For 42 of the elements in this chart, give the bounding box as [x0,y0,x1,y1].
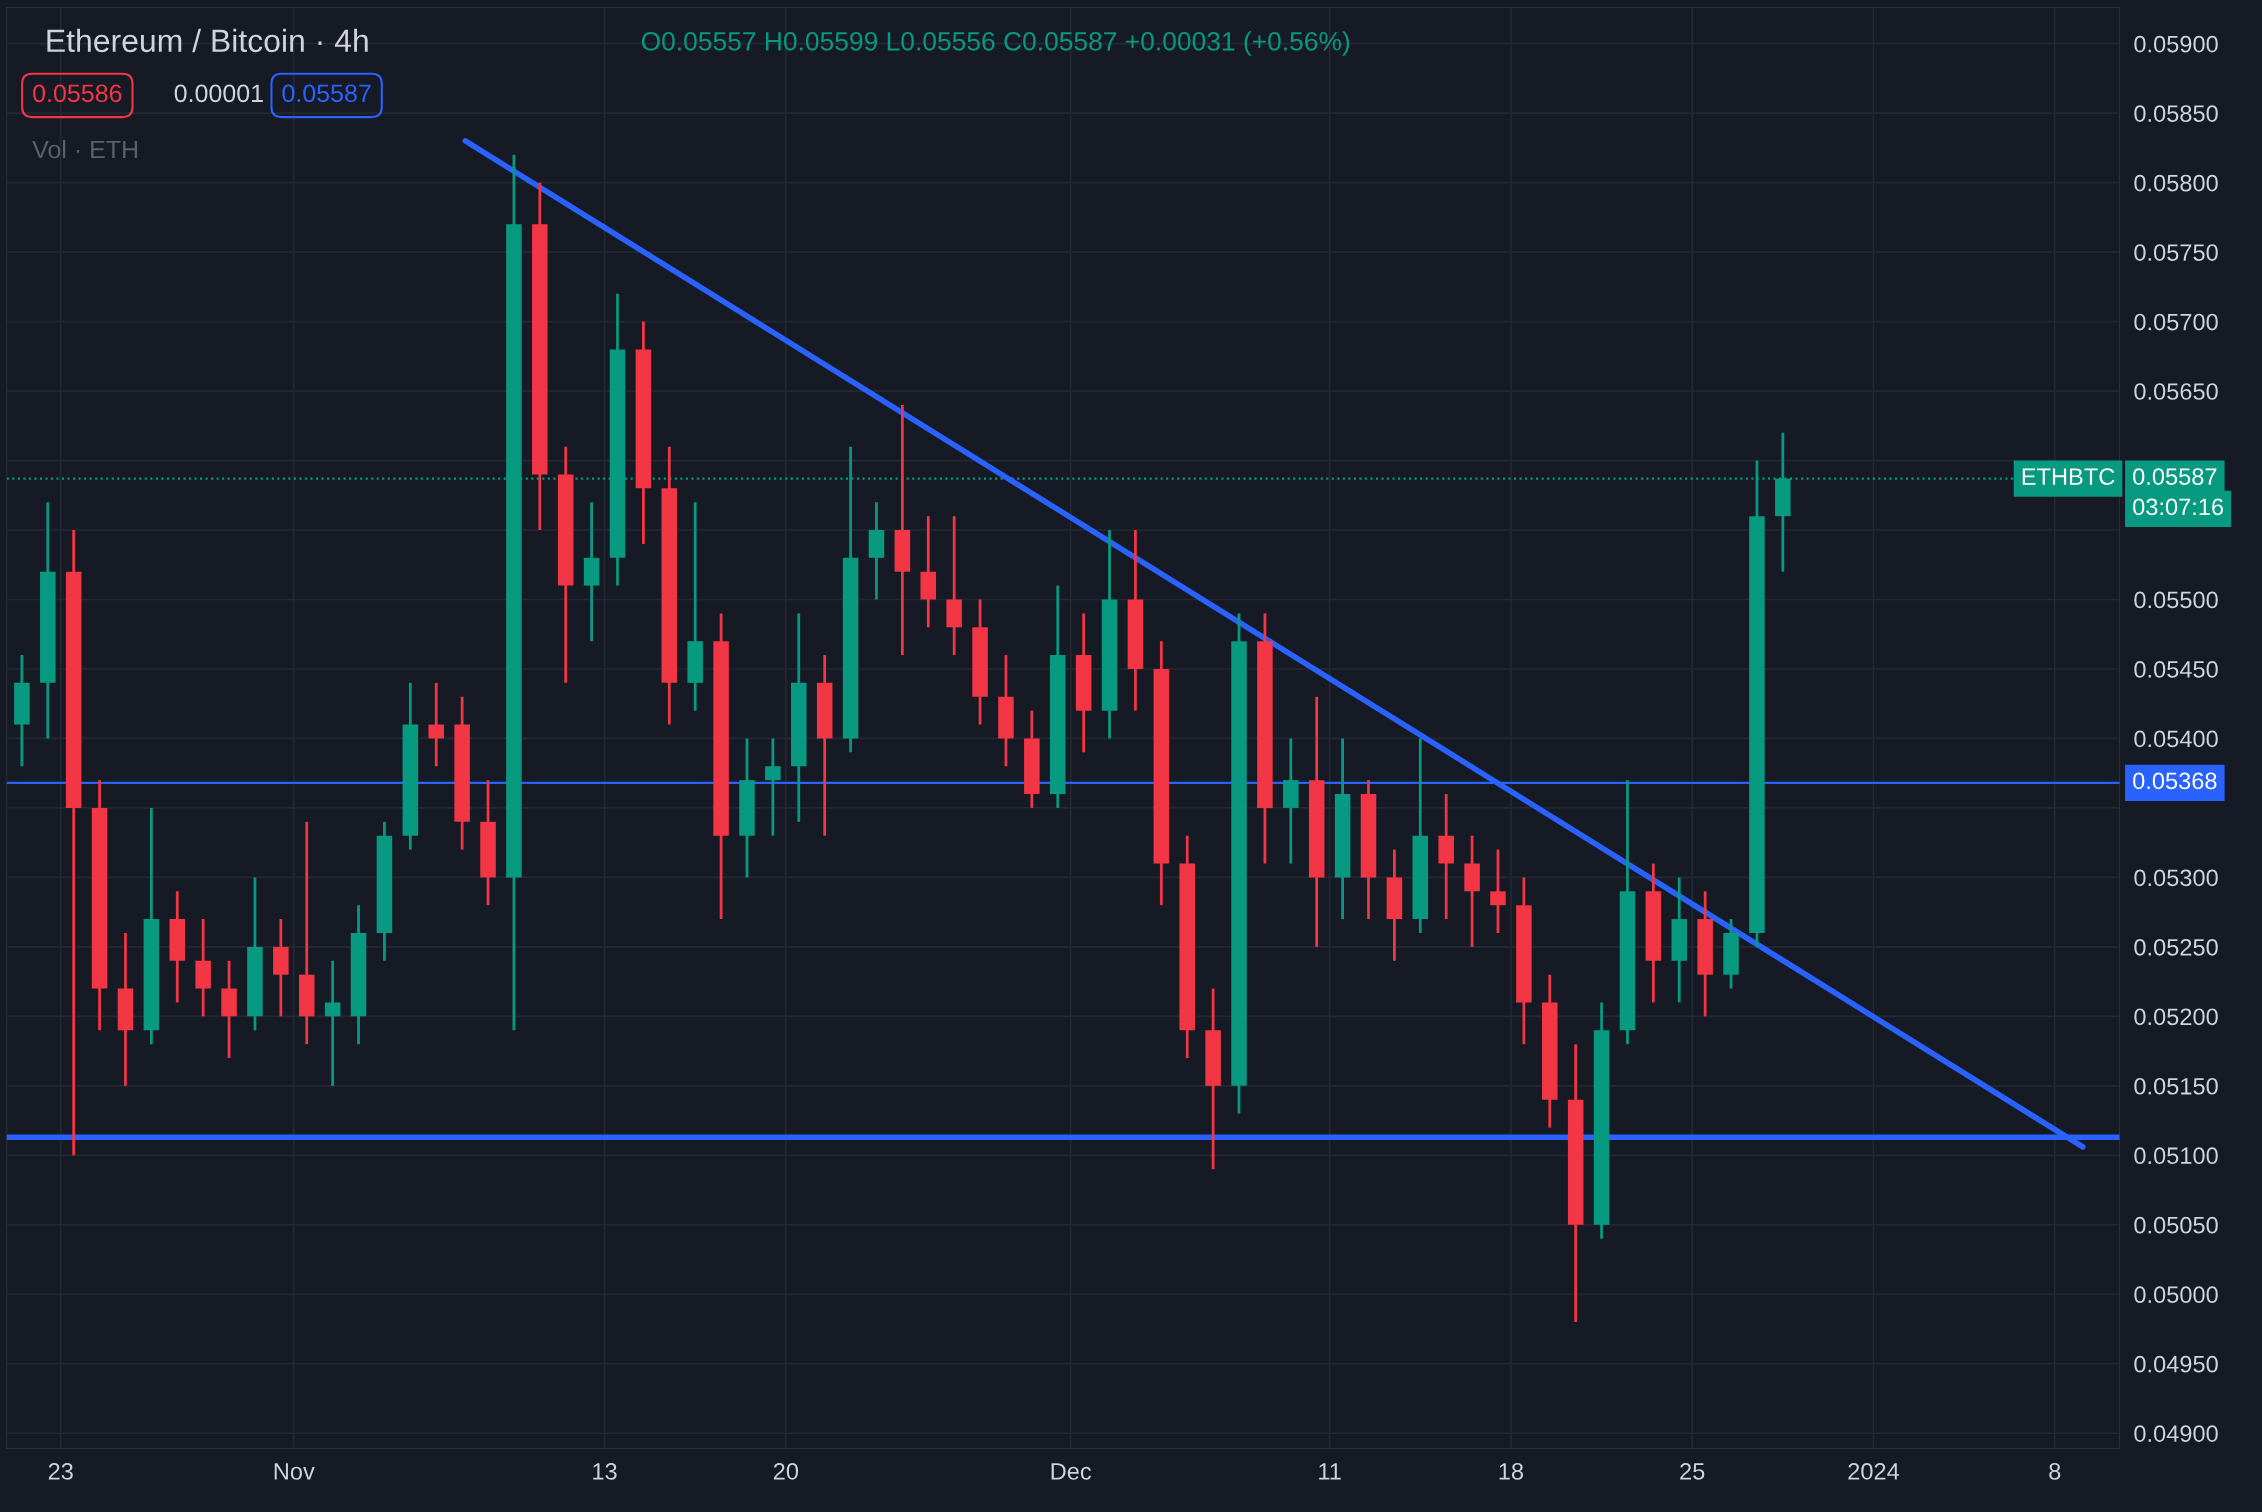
y-tick-label: 0.05450 [2134,661,2218,678]
text: 03:07:16 [2133,498,2224,516]
y-tick-label: 0.05850 [2134,105,2218,122]
annotation: O0.05557 H0.05599 L0.05556 C0.05587 +0.00031 (+0.56%) [641,31,1350,56]
annotation: ETHBTC [2022,468,2115,485]
x-tick-label: 25 [1680,1463,1705,1480]
y-tick-label: 0.05300 [2134,869,2218,887]
y-tick-label: 0.05900 [2134,35,2218,53]
x-tick-label: 2024 [1848,1463,1900,1480]
y-tick-label: 0.05050 [2134,1216,2218,1234]
y-tick-label: 0.05750 [2134,244,2218,261]
y-tick-label: 0.05100 [2134,1147,2218,1165]
ref-line-label: 0.05587 [2133,468,2217,485]
ref-line-label: 0.05368 [2133,772,2217,790]
x-tick-label: 23 [48,1463,73,1480]
x-tick-label: 8 [2049,1463,2061,1480]
y-tick-label: 0.04900 [2134,1425,2218,1442]
y-tick-label: 0.05400 [2134,730,2218,748]
annotation: 0.05587 [282,84,371,103]
y-tick-label: 0.04950 [2134,1355,2218,1373]
x-tick-label: Nov [274,1463,315,1480]
x-tick-label: Dec [1051,1463,1092,1480]
y-tick-label: 0.05000 [2134,1286,2218,1304]
candlestick [428,681,444,768]
y-tick-label: 0.05650 [2134,383,2218,400]
y-tick-label: 0.05700 [2134,313,2218,331]
y-tick-label: 0.05250 [2134,938,2218,956]
x-tick-label: 13 [593,1463,617,1480]
x-tick-label: 11 [1319,1463,1341,1480]
y-tick-label: 0.05800 [2134,174,2218,192]
candlestick [765,737,781,838]
x-tick-label: 18 [1499,1463,1524,1480]
candlestick [324,959,341,1088]
y-tick-label: 0.05150 [2134,1077,2218,1095]
candlestick [1490,848,1506,935]
y-tick-label: 0.05200 [2134,1008,2218,1026]
text: Ethereum / Bitcoin · 4h [47,28,368,53]
y-tick-label: 0.05500 [2134,591,2218,609]
annotation: 0.00001 [174,84,263,103]
annotation: 0.05586 [33,84,122,103]
annotation: Vol · ETH [32,140,138,159]
x-tick-label: 20 [773,1463,799,1480]
